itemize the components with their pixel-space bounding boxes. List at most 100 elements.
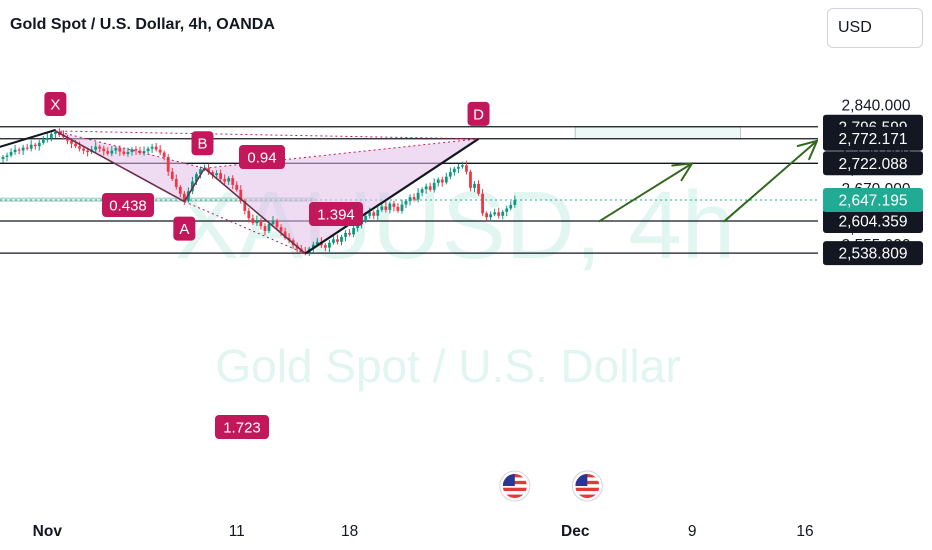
- candle-body: [29, 144, 33, 149]
- candle-body: [388, 203, 392, 210]
- highlight-zone: [574, 126, 741, 140]
- level-price-tag[interactable]: [823, 126, 923, 151]
- candle-body: [231, 178, 235, 185]
- x-tick-label: 9: [688, 523, 697, 540]
- candle-body: [469, 171, 472, 188]
- candle-body: [166, 156, 170, 172]
- projection-arrow: [598, 162, 694, 223]
- candle-body: [118, 148, 122, 152]
- candle-body: [33, 144, 37, 147]
- us-flag-icon[interactable]: [571, 470, 603, 502]
- candle-body: [368, 212, 372, 216]
- candle-body: [98, 146, 102, 149]
- pattern-point-label[interactable]: D: [467, 101, 490, 126]
- candle-body: [102, 148, 106, 152]
- pattern-leg-bc: [203, 167, 306, 255]
- svg-text:0.94: 0.94: [247, 150, 276, 167]
- us-flag-icon[interactable]: [499, 470, 531, 502]
- level-price-tag[interactable]: [823, 241, 923, 266]
- candle-body: [493, 212, 497, 215]
- candle-body: [513, 200, 517, 206]
- svg-text:1.723: 1.723: [223, 420, 261, 437]
- candle-body: [106, 151, 110, 154]
- projection-arrow-head: [671, 162, 694, 167]
- time-axis[interactable]: Nov 11 18 Dec 9 16: [33, 523, 814, 540]
- candle-body: [412, 197, 416, 200]
- candle-body: [356, 224, 360, 229]
- candle-body: [505, 208, 509, 212]
- candle-body: [251, 218, 255, 224]
- candle-body: [199, 169, 202, 175]
- pattern-ratio-label[interactable]: 0.438: [102, 193, 154, 217]
- candle-body: [94, 146, 98, 150]
- candle-body: [324, 245, 327, 248]
- pattern-point-label[interactable]: A: [173, 216, 196, 241]
- candle-body: [174, 179, 178, 187]
- candle-body: [328, 242, 331, 248]
- candle-body: [456, 166, 460, 169]
- candle-body: [191, 181, 194, 192]
- candle-body: [259, 220, 263, 227]
- x-tick-label: Nov: [33, 523, 63, 540]
- candle-body: [336, 239, 339, 242]
- svg-text:0.438: 0.438: [109, 198, 147, 215]
- x-tick-label: 18: [341, 523, 358, 540]
- current-price-tag-label: 2,647.195: [839, 193, 908, 210]
- candle-body: [332, 239, 335, 243]
- candle-body: [452, 168, 456, 173]
- candle-body: [170, 171, 174, 180]
- pattern-point-label[interactable]: B: [191, 131, 214, 156]
- projection-arrow-head: [808, 139, 819, 161]
- candle-body: [138, 150, 142, 154]
- pattern-leg-xa: [55, 130, 185, 203]
- candle-body: [267, 224, 271, 231]
- candle-body: [17, 149, 21, 151]
- candle-body: [227, 178, 231, 182]
- price-axis-background: [818, 0, 932, 550]
- candle-body: [66, 136, 69, 141]
- currency-selector[interactable]: USD: [827, 8, 923, 48]
- candle-body: [279, 227, 283, 232]
- candle-body: [344, 232, 347, 237]
- x-tick-label: 16: [796, 523, 813, 540]
- candle-body: [223, 179, 227, 182]
- pattern-diagonal-xb: [55, 130, 205, 169]
- svg-text:X: X: [50, 96, 60, 113]
- level-price-tag[interactable]: [823, 151, 923, 176]
- candle-body: [340, 236, 343, 242]
- chart-title: Gold Spot / U.S. Dollar, 4h, OANDA: [10, 16, 275, 33]
- candle-body: [207, 168, 210, 173]
- candle-body: [255, 220, 259, 224]
- candle-body: [384, 206, 388, 210]
- level-price-tag-label: 2,538.809: [839, 246, 908, 263]
- current-price-tag[interactable]: [823, 188, 923, 213]
- candle-body: [122, 151, 126, 155]
- candle-body: [473, 183, 476, 188]
- candle-body: [126, 152, 130, 155]
- pattern-point-label[interactable]: X: [44, 91, 67, 116]
- pattern-ratio-label[interactable]: 1.723: [215, 415, 269, 439]
- candle-body: [465, 165, 468, 172]
- candle-body: [440, 179, 444, 183]
- candle-body: [416, 192, 420, 200]
- projection-arrow-head: [796, 139, 819, 148]
- candle-body: [376, 209, 380, 216]
- candle-body: [219, 173, 223, 180]
- candle-body: [485, 213, 488, 218]
- candle-body: [501, 211, 505, 216]
- level-price-tag-label: 2,722.088: [839, 156, 908, 173]
- candle-body: [182, 193, 186, 201]
- candle-body: [489, 214, 493, 218]
- watermark-name: Gold Spot / U.S. Dollar: [215, 340, 680, 392]
- candle-body: [311, 244, 315, 249]
- candle-body: [428, 186, 432, 190]
- candle-body: [481, 193, 484, 214]
- trend-line: [0, 129, 56, 148]
- price-axis[interactable]: 2,840.0002,750.0002,710.0002,670.0002,63…: [818, 0, 932, 550]
- pattern-ratio-label[interactable]: 0.94: [239, 145, 285, 169]
- pattern-ratio-label[interactable]: 1.394: [309, 202, 363, 226]
- candle-body: [477, 183, 480, 194]
- economic-events[interactable]: [499, 470, 603, 502]
- level-price-tag[interactable]: [823, 209, 923, 234]
